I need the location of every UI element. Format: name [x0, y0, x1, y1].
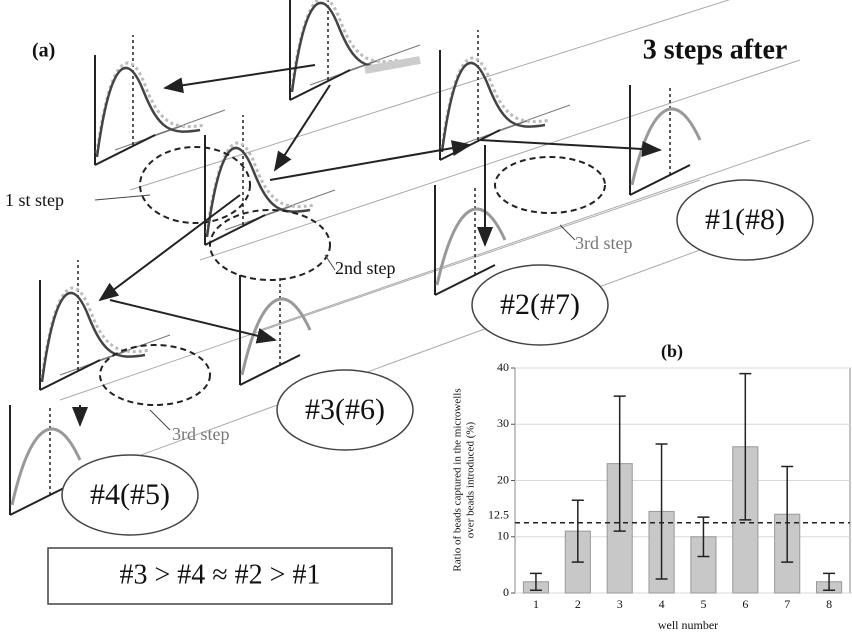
reference-label: 12.5: [488, 507, 509, 521]
y-tick-label: 10: [497, 529, 509, 543]
y-tick-label: 40: [497, 360, 509, 374]
x-tick-label: 1: [533, 597, 539, 611]
chart-title: (b): [661, 341, 683, 362]
y-tick-label: 0: [503, 585, 509, 599]
x-tick-label: 3: [617, 597, 623, 611]
well-label: #4(#5): [90, 478, 170, 511]
figure: (a) 3 steps after 1 st step 2nd step 3rd…: [0, 0, 852, 633]
y-axis-label: over beads introduced (%): [465, 421, 477, 538]
heading: 3 steps after: [643, 34, 788, 65]
panel-label: (a): [32, 40, 55, 62]
well-plot: [240, 275, 310, 385]
x-tick-label: 5: [700, 597, 706, 611]
ranking: #3 > #4 ≈ #2 > #1: [120, 559, 321, 590]
y-tick-label: 30: [497, 416, 509, 430]
x-axis-label: well number: [658, 618, 718, 632]
well-plot: [630, 85, 700, 195]
well-plot: [290, 0, 420, 100]
step-label: 3rd step: [172, 424, 230, 444]
y-axis-label: Ratio of beads captured in the microwell…: [452, 388, 464, 571]
well-label: #1(#8): [705, 203, 785, 236]
step-label: 2nd step: [335, 258, 396, 278]
x-tick-label: 6: [742, 597, 748, 611]
x-tick-label: 4: [659, 597, 665, 611]
x-tick-label: 7: [784, 597, 790, 611]
step-label: 3rd step: [575, 233, 633, 253]
well-plot: [40, 260, 170, 390]
well-label: #2(#7): [500, 288, 580, 321]
y-tick-label: 20: [497, 472, 509, 486]
step-label: 1 st step: [5, 190, 64, 210]
well-label: #3(#6): [305, 393, 385, 426]
x-tick-label: 2: [575, 597, 581, 611]
x-tick-label: 8: [826, 597, 832, 611]
bar-chart: (b) well number Ratio of beads captured …: [452, 341, 850, 632]
